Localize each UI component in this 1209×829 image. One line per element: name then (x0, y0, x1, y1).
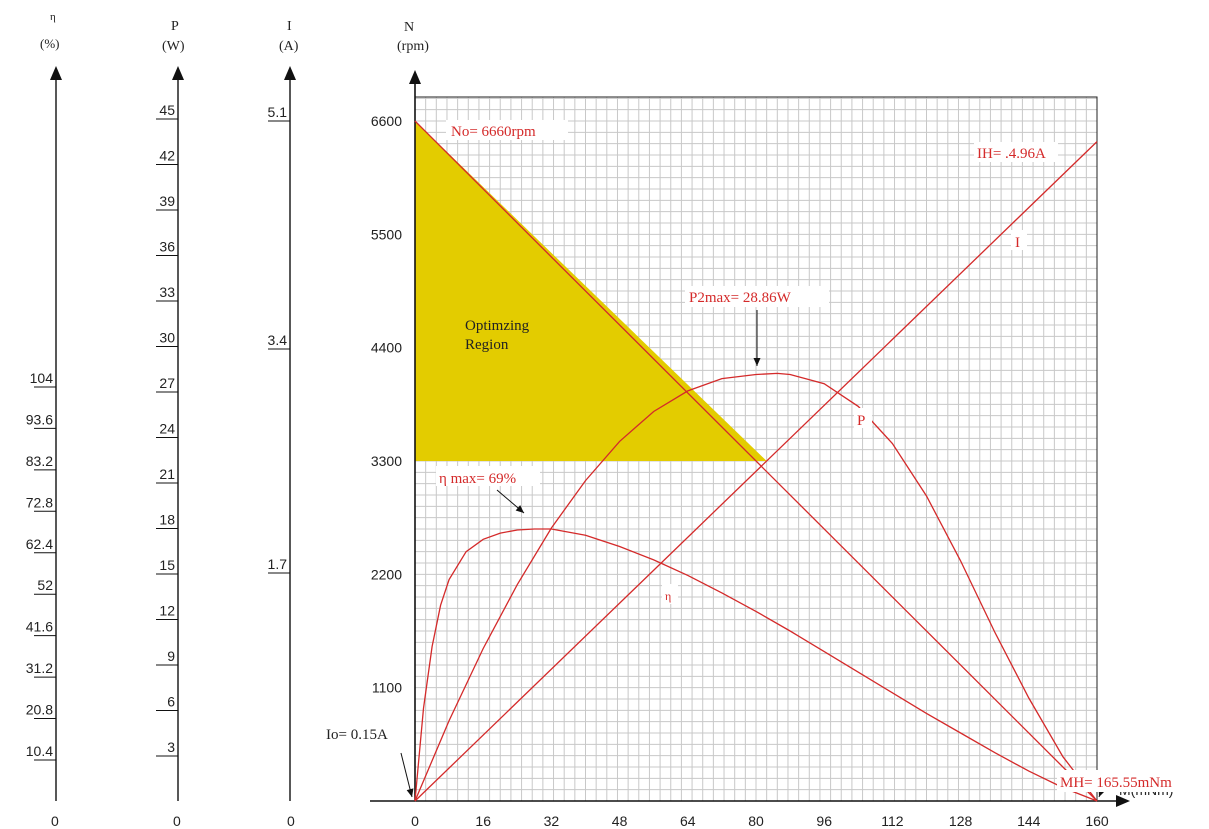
y-axis-arrow-icon (409, 70, 421, 84)
eta-axis-unit: (%) (40, 36, 60, 51)
eta-tick-label: 83.2 (26, 453, 53, 469)
power-tick-label: 27 (159, 375, 175, 391)
current-axis-unit: (A) (279, 39, 299, 54)
current-axis-label: I (287, 19, 292, 34)
auxiliary-axes: 10.420.831.241.65262.472.883.293.6104369… (26, 66, 296, 801)
x-tick-label: 48 (612, 813, 628, 829)
y-tick-label: 5500 (371, 226, 402, 242)
io-annotation: Io= 0.15A (326, 727, 388, 743)
x-tick-label: 32 (544, 813, 560, 829)
power-tick-label: 30 (159, 330, 175, 346)
y-tick-label: 3300 (371, 453, 402, 469)
eta-tick-label: 10.4 (26, 743, 53, 759)
power-tick-label: 18 (159, 512, 175, 528)
y-axis-label: N (404, 20, 414, 35)
x-tick-label: 128 (949, 813, 973, 829)
power-tick-label: 12 (159, 603, 175, 619)
y-tick-label: 6600 (371, 113, 402, 129)
eta-tick-label: 52 (37, 577, 53, 593)
power-tick-label: 33 (159, 284, 175, 300)
eta-tick-label: 31.2 (26, 660, 53, 676)
eta-tick-label: 62.4 (26, 536, 53, 552)
power-axis-arrow-icon (172, 66, 184, 80)
region-label-line2: Region (465, 337, 509, 353)
eta-axis-label: η (50, 11, 56, 23)
current-tick-label: 1.7 (268, 556, 288, 572)
x-tick-label: 64 (680, 813, 696, 829)
eta-tick-label: 20.8 (26, 702, 53, 718)
ih-annotation: IH= .4.96A (977, 146, 1046, 162)
eta-axis-zero: 0 (51, 813, 59, 829)
x-tick-label: 144 (1017, 813, 1041, 829)
x-tick-label: 80 (748, 813, 764, 829)
eta-max-annotation: η max= 69% (439, 471, 516, 487)
i-curve-label: I (1015, 235, 1020, 251)
current-axis-zero: 0 (287, 813, 295, 829)
x-tick-label: 0 (411, 813, 419, 829)
power-tick-label: 24 (159, 421, 175, 437)
eta-tick-label: 93.6 (26, 411, 53, 427)
power-tick-label: 42 (159, 148, 175, 164)
eta-tick-label: 104 (30, 370, 54, 386)
power-tick-label: 36 (159, 239, 175, 255)
power-tick-label: 6 (167, 694, 175, 710)
p-curve-label: P (857, 413, 865, 429)
mh-annotation: MH= 165.55mNm (1060, 775, 1172, 791)
eta-tick-label: 41.6 (26, 619, 53, 635)
x-tick-label: 16 (475, 813, 491, 829)
y-tick-label: 4400 (371, 340, 402, 356)
eta-axis-arrow-icon (50, 66, 62, 80)
no-annotation: No= 6660rpm (451, 124, 536, 140)
x-tick-label: 160 (1085, 813, 1109, 829)
power-tick-label: 3 (167, 739, 175, 755)
current-axis-arrow-icon (284, 66, 296, 80)
eta-curve-label: η (665, 589, 671, 603)
eta-tick-label: 72.8 (26, 494, 53, 510)
power-tick-label: 15 (159, 557, 175, 573)
p2max-arrow-head-icon (754, 358, 761, 366)
region-label-line1: Optimzing (465, 318, 530, 334)
power-axis-label: P (171, 19, 179, 34)
x-tick-label: 96 (816, 813, 832, 829)
current-tick-label: 3.4 (268, 332, 288, 348)
y-axis-unit: (rpm) (397, 39, 429, 54)
power-tick-label: 39 (159, 193, 175, 209)
power-tick-label: 45 (159, 102, 175, 118)
power-axis-unit: (W) (162, 39, 185, 54)
power-tick-label: 9 (167, 648, 175, 664)
y-tick-label: 1100 (372, 680, 402, 696)
power-axis-zero: 0 (173, 813, 181, 829)
p2max-annotation: P2max= 28.86W (689, 290, 792, 306)
power-tick-label: 21 (159, 466, 175, 482)
x-tick-label: 112 (881, 813, 904, 829)
io-arrow-head-icon (407, 788, 414, 797)
current-tick-label: 5.1 (268, 104, 288, 120)
y-tick-label: 2200 (371, 566, 402, 582)
